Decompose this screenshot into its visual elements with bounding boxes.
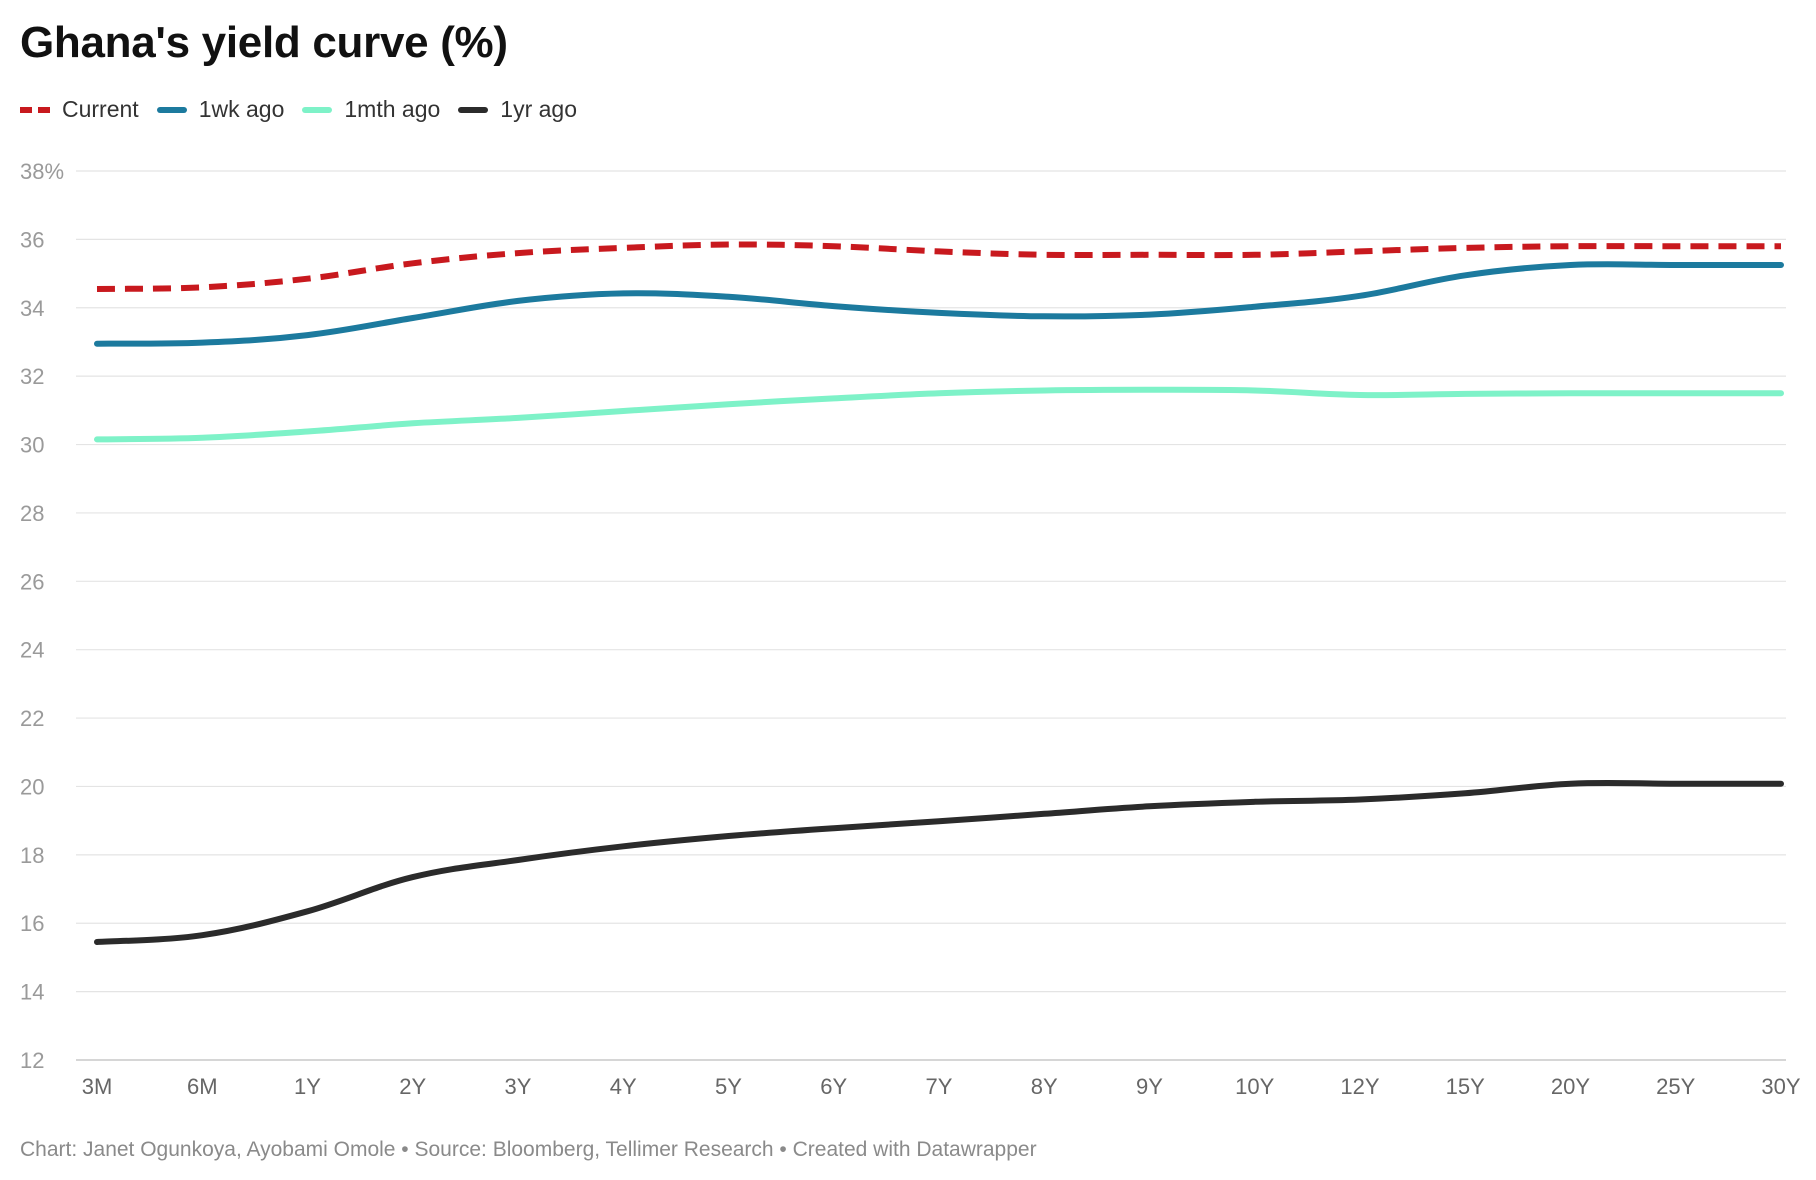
x-tick-label: 3M bbox=[82, 1074, 113, 1099]
legend-item-1wk: 1wk ago bbox=[156, 96, 285, 123]
line-chart: 12 14 16 18 20 22 24 26 28 30 32 34 36 38% 3M 6M 1Y 2Y 3Y… bbox=[20, 159, 1801, 1099]
y-tick-label: 26 bbox=[20, 569, 44, 594]
x-tick-label: 20Y bbox=[1551, 1074, 1590, 1099]
x-tick-label: 12Y bbox=[1340, 1074, 1379, 1099]
series-lines bbox=[94, 241, 1784, 945]
legend-swatch-1yr bbox=[458, 106, 489, 113]
y-tick-label: 24 bbox=[20, 638, 44, 663]
legend: Current 1wk ago 1mth ago 1yr ago bbox=[20, 96, 595, 123]
y-tick-label: 16 bbox=[20, 911, 44, 936]
x-tick-label: 6Y bbox=[820, 1074, 847, 1099]
x-tick-label: 15Y bbox=[1446, 1074, 1485, 1099]
y-tick-label: 32 bbox=[20, 364, 44, 389]
x-tick-label: 2Y bbox=[399, 1074, 426, 1099]
x-tick-label: 25Y bbox=[1656, 1074, 1695, 1099]
chart-title: Ghana's yield curve (%) bbox=[20, 18, 508, 67]
legend-item-current: Current bbox=[20, 96, 139, 123]
legend-label-1yr: 1yr ago bbox=[500, 96, 577, 122]
y-tick-label: 30 bbox=[20, 433, 44, 458]
legend-swatch-1wk bbox=[156, 106, 187, 113]
y-tick-label: 38% bbox=[20, 159, 64, 184]
legend-label-current: Current bbox=[62, 96, 139, 122]
legend-swatch-1mth bbox=[302, 106, 333, 113]
x-tick-label: 8Y bbox=[1031, 1074, 1058, 1099]
x-tick-label: 7Y bbox=[926, 1074, 953, 1099]
y-tick-label: 12 bbox=[20, 1048, 44, 1073]
legend-swatch-current bbox=[20, 106, 50, 113]
x-axis-ticks: 3M 6M 1Y 2Y 3Y 4Y 5Y 6Y 7Y 8Y 9Y 10Y 12Y 15Y 20Y 25Y 30Y bbox=[82, 1074, 1801, 1099]
y-axis-ticks: 12 14 16 18 20 22 24 26 28 30 32 34 36 38% bbox=[20, 159, 64, 1073]
series-line-1yr-ago bbox=[94, 779, 1784, 945]
x-tick-label: 10Y bbox=[1235, 1074, 1274, 1099]
x-tick-label: 1Y bbox=[294, 1074, 321, 1099]
y-tick-label: 18 bbox=[20, 843, 44, 868]
grid-lines bbox=[76, 170, 1786, 1061]
chart-footer: Chart: Janet Ogunkoya, Ayobami Omole • S… bbox=[20, 1138, 1037, 1161]
x-tick-label: 5Y bbox=[715, 1074, 742, 1099]
x-tick-label: 6M bbox=[187, 1074, 218, 1099]
legend-item-1yr: 1yr ago bbox=[458, 96, 577, 123]
series-line-1wk-ago bbox=[94, 261, 1784, 347]
y-tick-label: 34 bbox=[20, 296, 44, 321]
x-tick-label: 4Y bbox=[610, 1074, 637, 1099]
x-tick-label: 30Y bbox=[1761, 1074, 1800, 1099]
y-tick-label: 36 bbox=[20, 227, 44, 252]
legend-item-1mth: 1mth ago bbox=[302, 96, 440, 123]
y-tick-label: 28 bbox=[20, 501, 44, 526]
x-tick-label: 9Y bbox=[1136, 1074, 1163, 1099]
y-tick-label: 22 bbox=[20, 706, 44, 731]
series-line-current bbox=[96, 241, 1781, 292]
legend-label-1mth: 1mth ago bbox=[344, 96, 441, 122]
legend-label-1wk: 1wk ago bbox=[198, 96, 285, 122]
x-tick-label: 3Y bbox=[505, 1074, 532, 1099]
y-tick-label: 14 bbox=[20, 980, 44, 1005]
series-line-1mth-ago bbox=[94, 386, 1784, 443]
y-tick-label: 20 bbox=[20, 774, 44, 799]
